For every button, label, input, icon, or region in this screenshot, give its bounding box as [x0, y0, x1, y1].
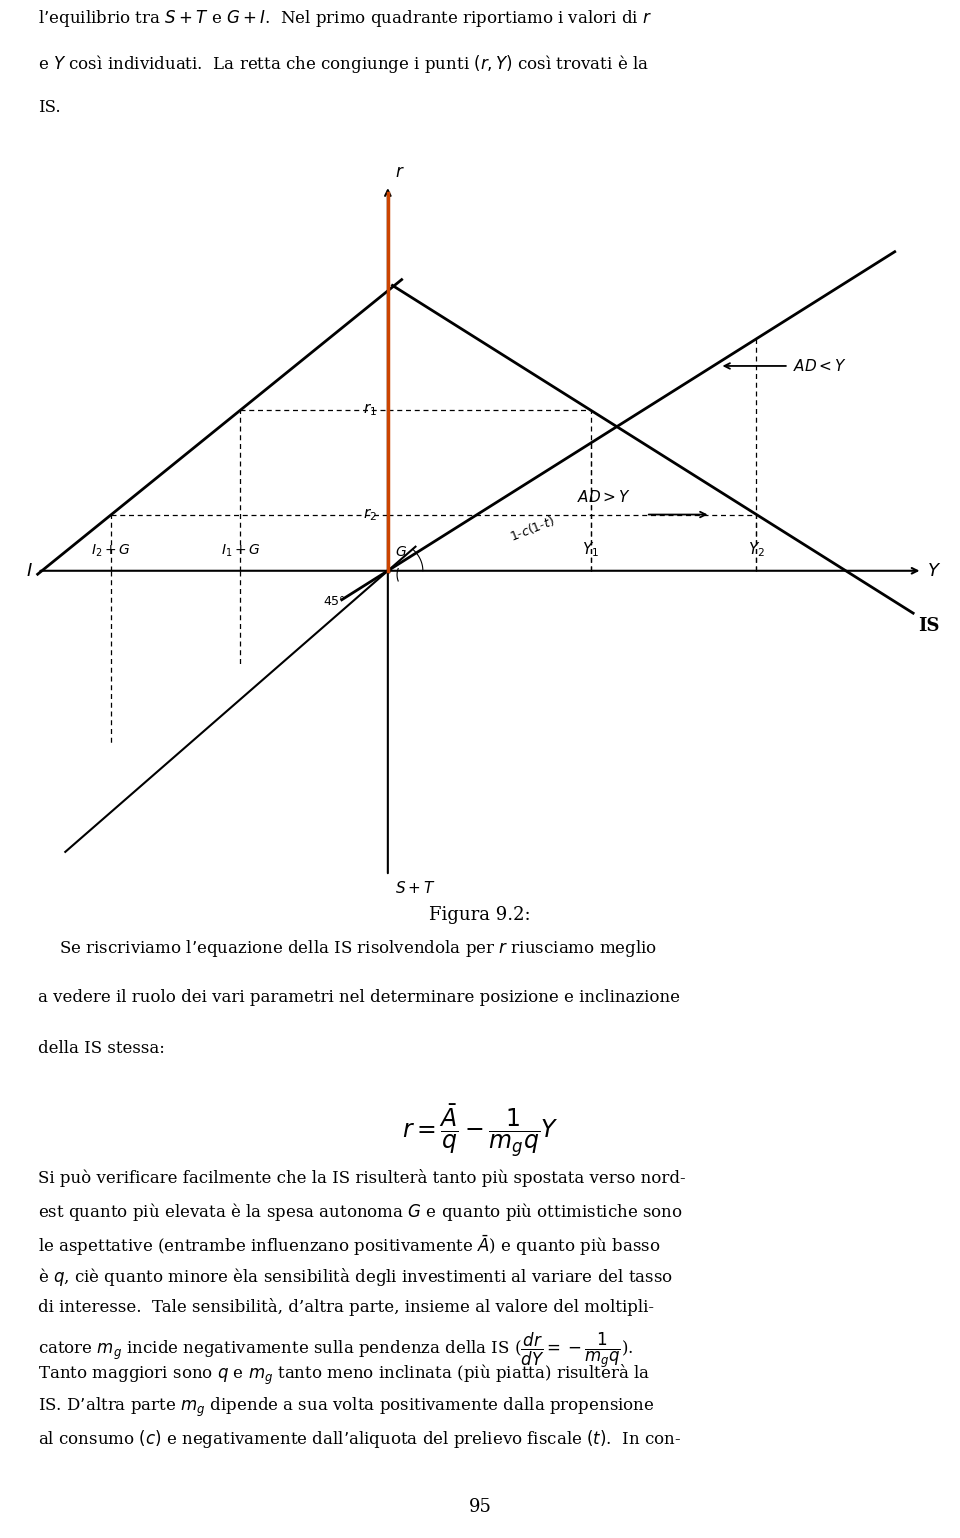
Text: $r = \dfrac{\bar{A}}{q} - \dfrac{1}{m_g q}Y$: $r = \dfrac{\bar{A}}{q} - \dfrac{1}{m_g …	[401, 1101, 559, 1160]
Text: $I_2+G$: $I_2+G$	[91, 543, 132, 558]
Text: è $q$, ciè quanto minore èla sensibilità degli investimenti al variare del tasso: è $q$, ciè quanto minore èla sensibilità…	[38, 1266, 673, 1287]
Text: est quanto più elevata è la spesa autonoma $G$ e quanto più ottimistiche sono: est quanto più elevata è la spesa autono…	[38, 1201, 684, 1223]
Text: l’equilibrio tra $S+T$ e $G+I$.  Nel primo quadrante riportiamo i valori di $r$: l’equilibrio tra $S+T$ e $G+I$. Nel prim…	[38, 8, 653, 29]
Text: catore $m_g$ incide negativamente sulla pendenza della IS ($\dfrac{dr}{dY} = -\d: catore $m_g$ incide negativamente sulla …	[38, 1330, 634, 1370]
Text: $r$: $r$	[396, 165, 405, 181]
Text: $AD<Y$: $AD<Y$	[793, 358, 848, 374]
Text: $45°$: $45°$	[324, 595, 347, 608]
Text: $S+T$: $S+T$	[396, 880, 436, 897]
Text: di interesse.  Tale sensibilità, d’altra parte, insieme al valore del moltipli-: di interesse. Tale sensibilità, d’altra …	[38, 1298, 655, 1317]
Text: Se riscriviamo l’equazione della IS risolvendola per $r$ riusciamo meglio: Se riscriviamo l’equazione della IS riso…	[38, 938, 658, 960]
Text: $G$: $G$	[396, 544, 407, 558]
Text: $I_1+G$: $I_1+G$	[221, 543, 260, 558]
Text: $Y_2$: $Y_2$	[748, 540, 765, 558]
Text: le aspettative (entrambe influenzano positivamente $\bar{A}$) e quanto più basso: le aspettative (entrambe influenzano pos…	[38, 1233, 661, 1258]
Text: $Y$: $Y$	[927, 561, 941, 580]
Text: al consumo $(c)$ e negativamente dall’aliquota del prelievo fiscale $(t)$.  In c: al consumo $(c)$ e negativamente dall’al…	[38, 1427, 682, 1450]
Text: $AD>Y$: $AD>Y$	[577, 489, 631, 504]
Text: $I$: $I$	[26, 561, 33, 580]
Text: 95: 95	[468, 1498, 492, 1516]
Text: Si può verificare facilmente che la IS risulterà tanto più spostata verso nord-: Si può verificare facilmente che la IS r…	[38, 1169, 686, 1187]
Text: della IS stessa:: della IS stessa:	[38, 1040, 165, 1057]
Text: IS. D’altra parte $m_g$ dipende a sua volta positivamente dalla propensione: IS. D’altra parte $m_g$ dipende a sua vo…	[38, 1395, 655, 1418]
Text: IS: IS	[918, 617, 939, 635]
Text: IS.: IS.	[38, 98, 61, 115]
Text: $Y_1$: $Y_1$	[582, 540, 599, 558]
Text: $1$-$c(1$-$t)$: $1$-$c(1$-$t)$	[508, 514, 557, 544]
Text: Tanto maggiori sono $q$ e $m_g$ tanto meno inclinata (più piatta) risulterà la: Tanto maggiori sono $q$ e $m_g$ tanto me…	[38, 1363, 651, 1387]
Text: Figura 9.2:: Figura 9.2:	[429, 906, 531, 924]
Text: e $Y$ così individuati.  La retta che congiunge i punti $(r,Y)$ così trovati è l: e $Y$ così individuati. La retta che con…	[38, 54, 649, 75]
Text: $r_2$: $r_2$	[363, 506, 376, 523]
Text: $r_1$: $r_1$	[363, 401, 376, 418]
Text: a vedere il ruolo dei vari parametri nel determinare posizione e inclinazione: a vedere il ruolo dei vari parametri nel…	[38, 989, 681, 1006]
